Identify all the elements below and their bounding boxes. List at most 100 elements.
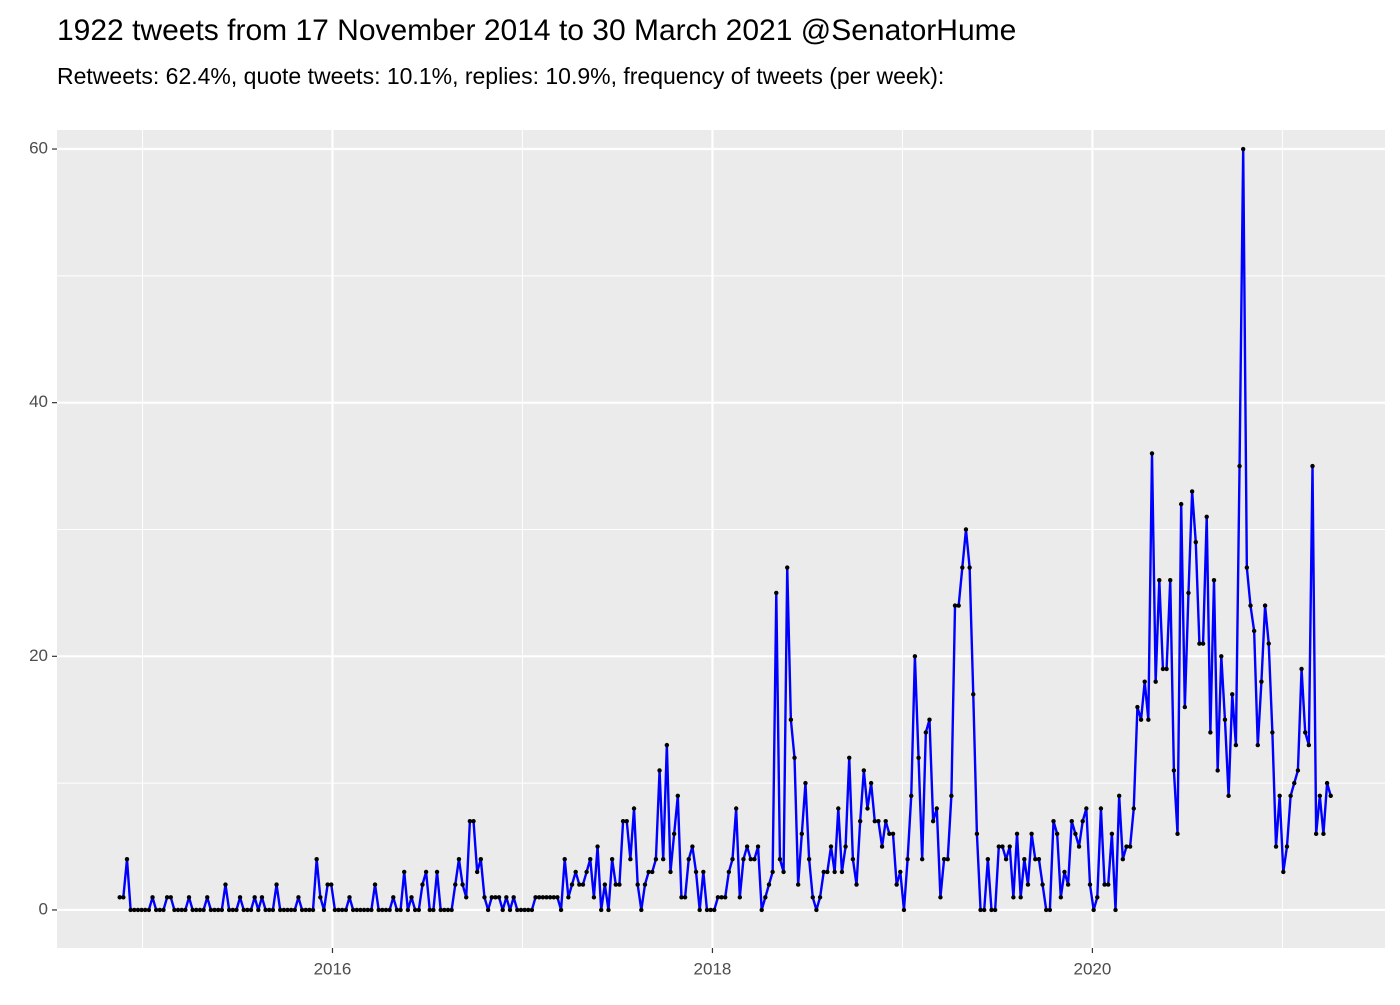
data-point <box>226 907 232 913</box>
data-point <box>350 907 356 913</box>
data-point <box>124 857 130 862</box>
data-point <box>562 857 567 862</box>
data-point <box>321 907 327 913</box>
data-point <box>135 907 141 913</box>
data-point <box>183 907 188 913</box>
data-point <box>1135 704 1140 710</box>
data-point <box>799 831 805 837</box>
data-point <box>354 907 359 913</box>
data-point <box>277 907 283 913</box>
data-point <box>1328 793 1333 799</box>
data-point <box>1014 831 1020 837</box>
data-point <box>172 907 177 913</box>
data-point <box>792 755 797 760</box>
data-point <box>1299 666 1304 672</box>
data-point <box>967 565 972 570</box>
data-point <box>529 907 535 913</box>
data-point <box>325 882 330 887</box>
data-point <box>847 755 852 760</box>
data-point <box>485 907 491 913</box>
data-point <box>1146 717 1151 722</box>
data-point <box>974 831 980 837</box>
data-point <box>263 907 268 913</box>
data-point <box>398 907 403 913</box>
data-point <box>865 806 870 811</box>
data-point <box>1244 565 1250 570</box>
data-point <box>1237 463 1242 469</box>
data-point <box>179 907 184 913</box>
data-point <box>912 654 918 659</box>
data-point <box>577 882 582 887</box>
data-point <box>394 907 400 913</box>
data-point <box>814 907 819 913</box>
data-point <box>1204 514 1209 520</box>
data-point <box>1317 793 1322 799</box>
data-point <box>1277 793 1282 799</box>
data-point <box>1149 451 1155 456</box>
data-point <box>868 780 874 786</box>
data-point <box>248 907 254 913</box>
data-point <box>1047 907 1053 913</box>
data-point <box>657 768 662 773</box>
data-point <box>245 907 250 913</box>
data-point <box>759 907 764 913</box>
data-point <box>1000 844 1005 849</box>
data-point <box>584 869 589 875</box>
data-point <box>909 793 914 799</box>
data-point <box>292 907 297 913</box>
data-point <box>547 895 553 900</box>
data-point <box>1087 882 1093 887</box>
data-point <box>712 907 717 913</box>
data-point <box>832 869 837 875</box>
data-point <box>504 895 509 900</box>
data-point <box>518 907 524 913</box>
x-tick-label: 2018 <box>694 959 732 978</box>
data-point <box>1182 704 1188 710</box>
data-point <box>1098 806 1104 811</box>
data-point <box>197 907 203 913</box>
data-point <box>285 907 290 913</box>
data-point <box>781 869 786 875</box>
data-point <box>1095 895 1100 900</box>
data-point <box>270 907 276 913</box>
data-point <box>380 907 385 913</box>
data-point <box>591 895 597 900</box>
data-point <box>992 907 998 913</box>
y-tick-label: 60 <box>29 139 48 158</box>
data-point <box>1189 489 1195 494</box>
data-point <box>883 818 888 824</box>
data-point <box>168 895 173 900</box>
data-point <box>372 882 378 887</box>
data-point <box>602 882 608 887</box>
data-point <box>1281 869 1286 875</box>
data-point <box>1106 882 1111 887</box>
data-point <box>1248 603 1253 608</box>
x-tick-label: 2016 <box>314 959 352 978</box>
data-point <box>1084 806 1089 811</box>
data-point <box>223 882 228 887</box>
data-point <box>598 907 604 913</box>
data-point <box>901 907 907 913</box>
data-point <box>690 844 695 849</box>
data-point <box>511 895 516 900</box>
data-point <box>482 895 487 900</box>
data-point <box>671 831 677 837</box>
data-point <box>533 895 538 900</box>
data-point <box>252 895 257 900</box>
data-point <box>744 844 750 849</box>
data-point <box>423 869 429 875</box>
data-point <box>631 806 637 811</box>
data-point <box>854 882 859 887</box>
data-point <box>1313 831 1319 837</box>
data-point <box>825 869 830 875</box>
data-point <box>1080 818 1085 824</box>
y-tick-label: 0 <box>39 899 48 918</box>
data-point <box>551 895 556 900</box>
data-point <box>704 907 710 913</box>
data-point <box>941 857 947 862</box>
data-point <box>186 895 192 900</box>
data-point <box>919 857 925 862</box>
data-point <box>267 907 272 913</box>
data-point <box>153 907 159 913</box>
data-point <box>668 869 673 875</box>
